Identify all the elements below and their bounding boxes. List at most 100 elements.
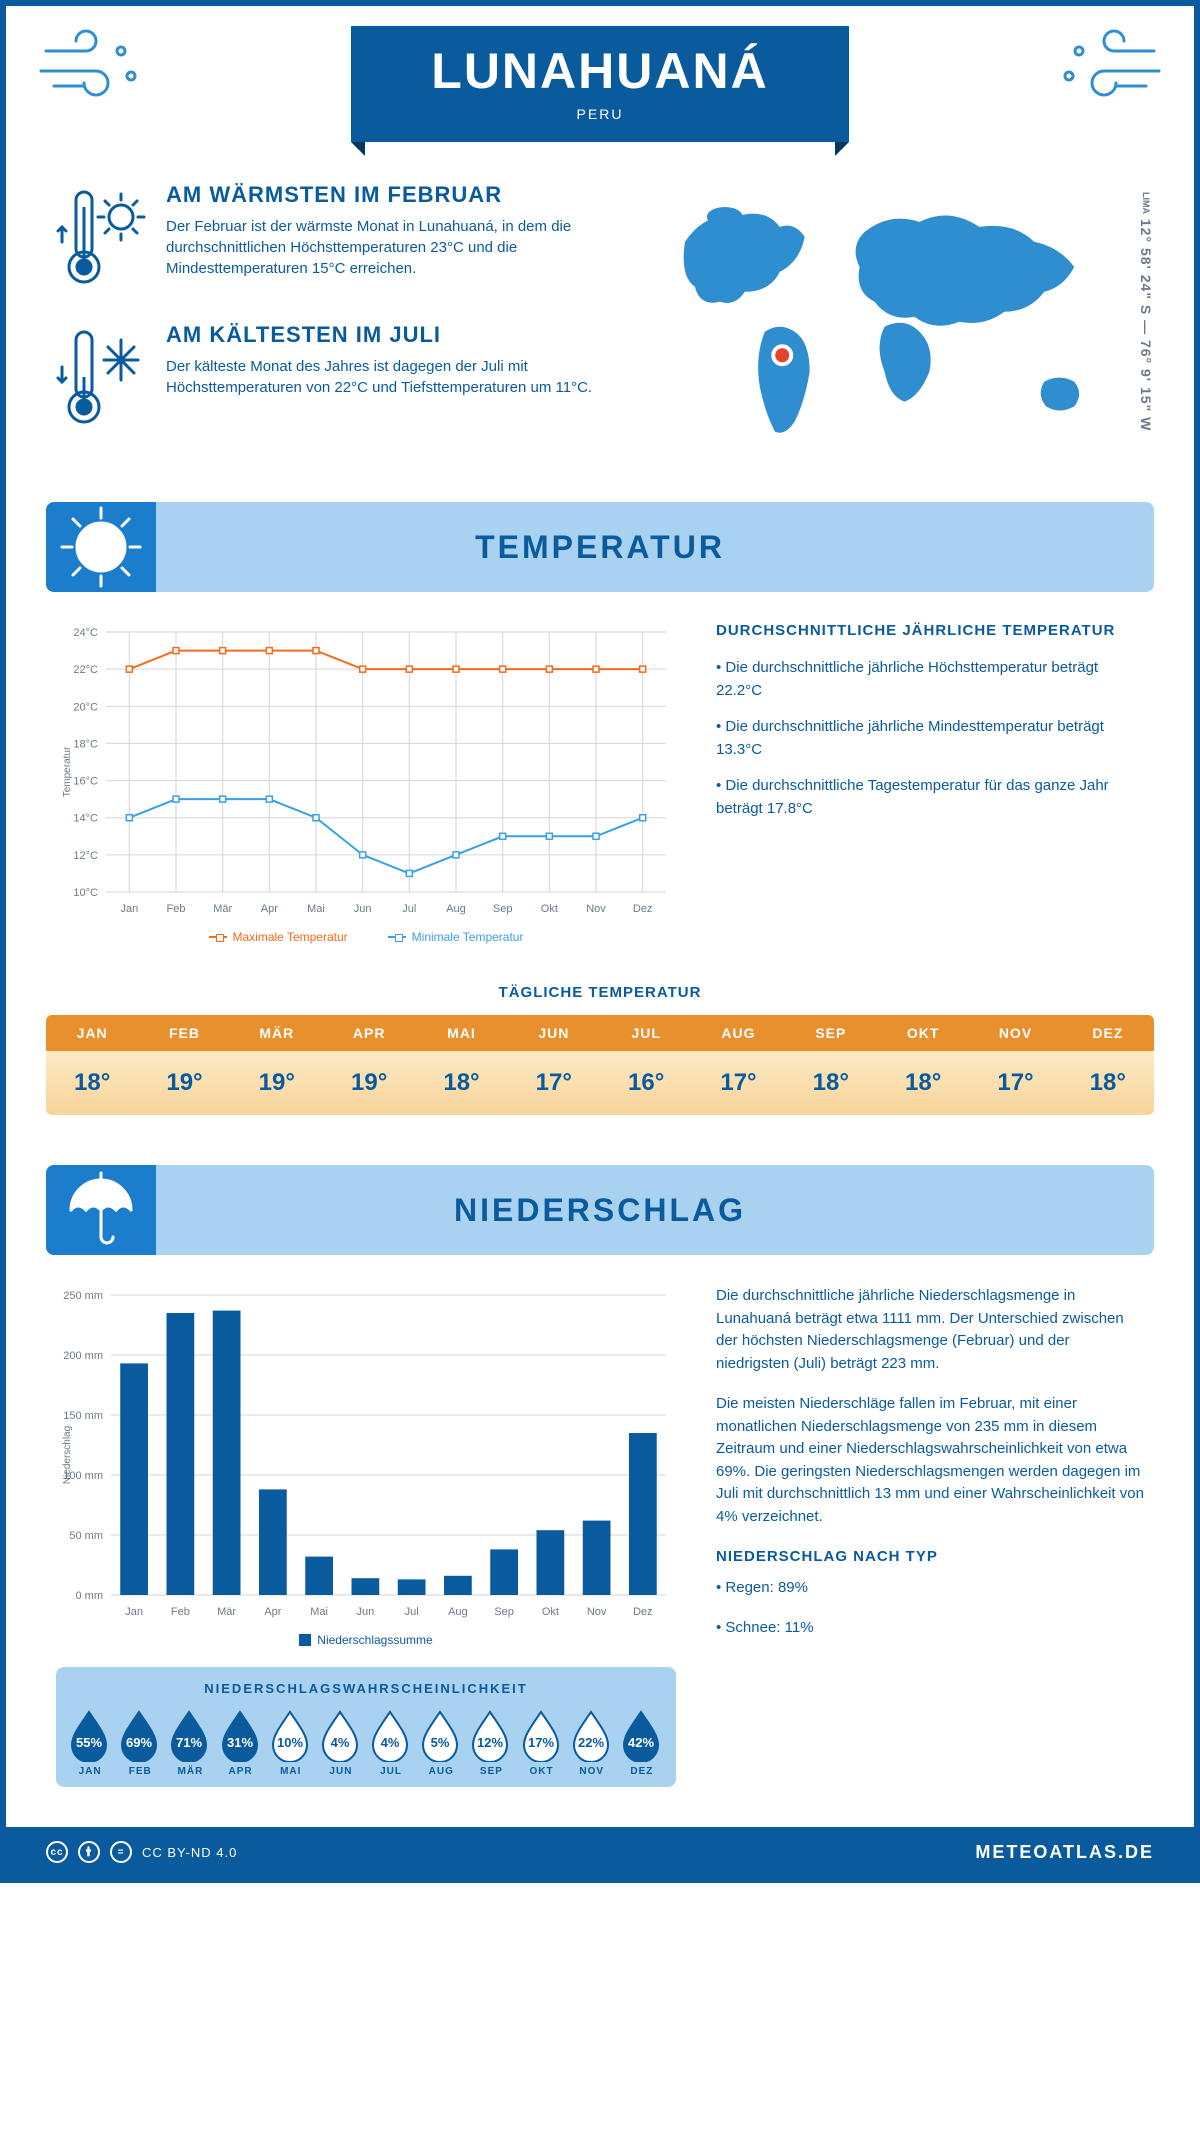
probability-drop: 4%JUN	[317, 1708, 365, 1777]
svg-text:Jan: Jan	[125, 1606, 143, 1618]
svg-text:55%: 55%	[76, 1735, 102, 1750]
table-header: SEP	[785, 1015, 877, 1051]
table-cell: 17°	[969, 1051, 1061, 1115]
table-header: OKT	[877, 1015, 969, 1051]
svg-text:18°C: 18°C	[73, 738, 98, 750]
table-header: AUG	[692, 1015, 784, 1051]
table-header: JUN	[508, 1015, 600, 1051]
probability-drop: 10%MAI	[267, 1708, 315, 1777]
table-header: FEB	[138, 1015, 230, 1051]
svg-text:22°C: 22°C	[73, 664, 98, 676]
precipitation-text: Die durchschnittliche jährliche Niedersc…	[716, 1285, 1144, 1787]
table-header: NOV	[969, 1015, 1061, 1051]
page-subtitle: PERU	[431, 106, 768, 122]
probability-title: NIEDERSCHLAGSWAHRSCHEINLICHKEIT	[66, 1681, 666, 1696]
wind-icon	[36, 26, 146, 106]
wind-icon	[1054, 26, 1164, 106]
world-map-svg	[645, 182, 1144, 461]
probability-box: NIEDERSCHLAGSWAHRSCHEINLICHKEIT 55%JAN69…	[56, 1667, 676, 1787]
svg-text:5%: 5%	[431, 1735, 450, 1750]
svg-text:16°C: 16°C	[73, 776, 98, 788]
cc-icon: cc	[46, 1841, 68, 1863]
svg-text:31%: 31%	[226, 1735, 252, 1750]
temperature-chart: 10°C12°C14°C16°C18°C20°C22°C24°CJanFebMä…	[56, 622, 676, 944]
svg-text:20°C: 20°C	[73, 701, 98, 713]
svg-text:Jun: Jun	[357, 1606, 375, 1618]
svg-text:50 mm: 50 mm	[69, 1530, 103, 1542]
table-cell: 18°	[877, 1051, 969, 1115]
table-cell: 17°	[508, 1051, 600, 1115]
svg-text:Mai: Mai	[307, 903, 325, 915]
svg-text:Jul: Jul	[405, 1606, 419, 1618]
probability-drop: 42%DEZ	[618, 1708, 666, 1777]
temperature-title: TEMPERATUR	[475, 529, 725, 566]
svg-text:22%: 22%	[578, 1735, 604, 1750]
svg-text:Apr: Apr	[264, 1606, 281, 1618]
svg-text:69%: 69%	[126, 1735, 152, 1750]
svg-text:Okt: Okt	[541, 903, 558, 915]
svg-text:71%: 71%	[176, 1735, 202, 1750]
world-map: LIMA 12° 58' 24" S — 76° 9' 15" W	[645, 182, 1144, 462]
thermometer-sun-icon	[56, 182, 146, 292]
table-cell: 18°	[415, 1051, 507, 1115]
probability-drop: 5%AUG	[417, 1708, 465, 1777]
precip-legend: Niederschlagssumme	[56, 1633, 676, 1647]
by-icon: 🛉	[78, 1841, 100, 1863]
precipitation-bar-chart: 0 mm50 mm100 mm150 mm200 mm250 mmJanFebM…	[56, 1285, 676, 1625]
precipitation-section-header: NIEDERSCHLAG	[46, 1165, 1154, 1255]
svg-text:10°C: 10°C	[73, 887, 98, 899]
svg-text:Feb: Feb	[167, 903, 186, 915]
temperature-legend: Maximale Temperatur Minimale Temperatur	[56, 930, 676, 944]
footer-license: cc 🛉 = CC BY-ND 4.0	[46, 1841, 237, 1863]
table-cell: 19°	[138, 1051, 230, 1115]
coordinates: LIMA 12° 58' 24" S — 76° 9' 15" W	[1138, 192, 1154, 431]
svg-text:42%: 42%	[628, 1735, 654, 1750]
probability-drop: 31%APR	[217, 1708, 265, 1777]
svg-text:17%: 17%	[527, 1735, 553, 1750]
svg-text:Okt: Okt	[542, 1606, 559, 1618]
svg-text:150 mm: 150 mm	[63, 1410, 103, 1422]
footer-site: METEOATLAS.DE	[975, 1842, 1154, 1863]
probability-drop: 71%MÄR	[166, 1708, 214, 1777]
avg-temp-title: DURCHSCHNITTLICHE JÄHRLICHE TEMPERATUR	[716, 622, 1144, 639]
thermometer-snow-icon	[56, 322, 146, 432]
table-header: JUL	[600, 1015, 692, 1051]
umbrella-icon	[46, 1165, 156, 1255]
probability-drop: 4%JUL	[367, 1708, 415, 1777]
table-header: MAI	[415, 1015, 507, 1051]
coldest-fact: AM KÄLTESTEN IM JULI Der kälteste Monat …	[56, 322, 605, 432]
table-cell: 18°	[46, 1051, 138, 1115]
svg-text:4%: 4%	[381, 1735, 400, 1750]
svg-text:Aug: Aug	[446, 903, 466, 915]
table-header: APR	[323, 1015, 415, 1051]
svg-text:Nov: Nov	[587, 1606, 607, 1618]
probability-drop: 12%SEP	[467, 1708, 515, 1777]
svg-text:Jan: Jan	[120, 903, 138, 915]
nd-icon: =	[110, 1841, 132, 1863]
svg-text:Jul: Jul	[402, 903, 416, 915]
svg-text:0 mm: 0 mm	[76, 1590, 104, 1602]
precip-type-title: NIEDERSCHLAG NACH TYP	[716, 1546, 1144, 1569]
table-cell: 18°	[1062, 1051, 1154, 1115]
svg-text:Mär: Mär	[217, 1606, 236, 1618]
svg-text:200 mm: 200 mm	[63, 1350, 103, 1362]
svg-text:24°C: 24°C	[73, 627, 98, 639]
table-cell: 17°	[692, 1051, 784, 1115]
probability-drop: 17%OKT	[518, 1708, 566, 1777]
intro-facts: AM WÄRMSTEN IM FEBRUAR Der Februar ist d…	[56, 182, 605, 462]
svg-text:Mai: Mai	[310, 1606, 328, 1618]
location-marker	[773, 346, 791, 364]
precipitation-body: 0 mm50 mm100 mm150 mm200 mm250 mmJanFebM…	[6, 1285, 1194, 1827]
table-header: DEZ	[1062, 1015, 1154, 1051]
probability-drop: 55%JAN	[66, 1708, 114, 1777]
probability-drop: 69%FEB	[116, 1708, 164, 1777]
svg-text:Sep: Sep	[493, 903, 513, 915]
svg-text:14°C: 14°C	[73, 813, 98, 825]
page: LUNAHUANÁ PERU AM WÄRMSTEN IM FEBRUAR De…	[0, 0, 1200, 1883]
title-banner: LUNAHUANÁ PERU	[351, 26, 848, 142]
footer: cc 🛉 = CC BY-ND 4.0 METEOATLAS.DE	[6, 1827, 1194, 1877]
svg-text:4%: 4%	[330, 1735, 349, 1750]
svg-text:Dez: Dez	[633, 903, 653, 915]
daily-temp-table: JANFEBMÄRAPRMAIJUNJULAUGSEPOKTNOVDEZ 18°…	[46, 1015, 1154, 1115]
precipitation-left: 0 mm50 mm100 mm150 mm200 mm250 mmJanFebM…	[56, 1285, 676, 1787]
